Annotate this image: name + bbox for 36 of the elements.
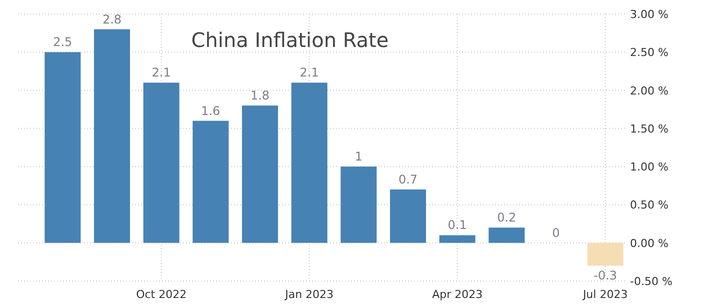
x-tick-label: Jul 2023 <box>582 288 628 301</box>
data-label: -0.3 <box>594 268 618 283</box>
bar <box>44 52 81 243</box>
data-label: 1 <box>354 150 362 164</box>
bar <box>390 189 426 243</box>
y-tick-label: 0.00 % <box>630 236 668 250</box>
text: China Inflation Rate <box>191 28 389 52</box>
data-label: 2.1 <box>300 66 319 80</box>
y-tick-label: 1.00 % <box>630 160 668 174</box>
data-label: 2.1 <box>152 66 171 80</box>
x-tick-label: Jan 2023 <box>284 288 334 301</box>
y-tick-label: 2.50 % <box>630 46 668 60</box>
data-label: 0.7 <box>398 172 418 186</box>
data-label: 0.1 <box>448 218 467 232</box>
x-tick-label: Oct 2022 <box>136 288 187 301</box>
bar <box>488 228 525 243</box>
bar <box>291 82 328 243</box>
bar <box>242 106 278 243</box>
y-tick-label: 1.50 % <box>630 122 668 136</box>
y-tick-label: 3.00 % <box>630 8 668 21</box>
data-label: 1.6 <box>201 104 220 118</box>
bar <box>340 166 377 243</box>
data-label: 2.8 <box>102 12 122 26</box>
y-tick-label: 2.00 % <box>630 84 668 98</box>
x-tick-label: Apr 2023 <box>432 288 483 301</box>
bar <box>143 82 180 243</box>
bar <box>94 29 130 243</box>
data-label: 0 <box>552 226 560 240</box>
y-tick-label: -0.50 % <box>630 275 672 288</box>
bar <box>192 120 229 243</box>
y-tick-label: 0.50 % <box>630 198 668 212</box>
data-label: 2.5 <box>53 35 72 50</box>
bar <box>439 235 476 243</box>
bar <box>587 242 624 266</box>
data-label: 0.2 <box>497 210 516 225</box>
data-label: 1.8 <box>250 88 270 103</box>
